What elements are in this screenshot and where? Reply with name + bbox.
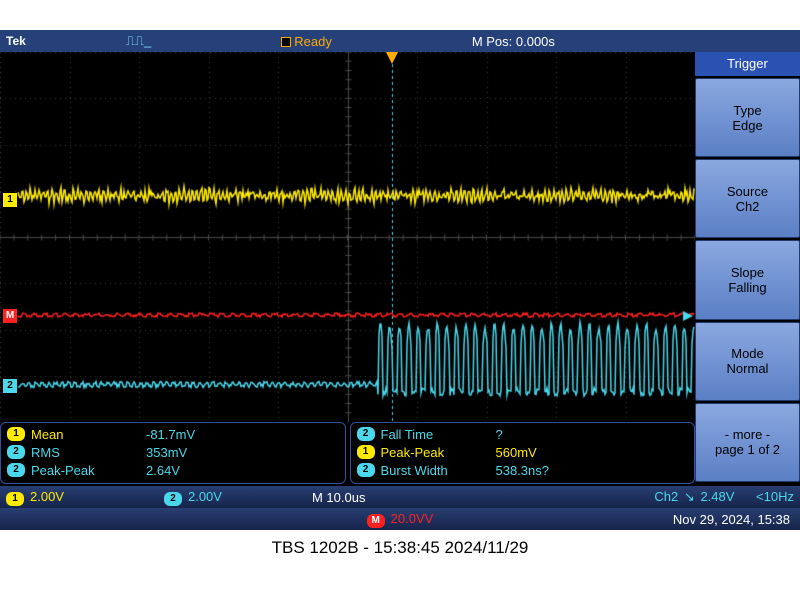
datetime: Nov 29, 2024, 15:38 [673, 512, 790, 527]
measurement-value: -81.7mV [146, 427, 195, 442]
measurement-label: Mean [31, 427, 146, 442]
time-position: M Pos: 0.000s [472, 34, 555, 49]
btn-value: Falling [728, 280, 766, 295]
channel-badge: 2 [7, 445, 25, 459]
ch2-scale: 22.00V [164, 489, 222, 506]
math-scale: M20.0VV [367, 511, 434, 528]
measurement-label: Peak-Peak [381, 445, 496, 460]
measurement-row: 2 RMS353mV [7, 443, 339, 461]
channel-badge: 2 [357, 427, 375, 441]
measurement-panel-right: 2 Fall Time? 1 Peak-Peak560mV 2 Burst Width53… [350, 422, 696, 484]
trigger-slope-button[interactable]: Slope Falling [695, 240, 800, 319]
btn-value: Normal [727, 361, 769, 376]
ch1-scale: 12.00V [6, 489, 64, 506]
channel-badge: 2 [7, 463, 25, 477]
trigger-mode-button[interactable]: Mode Normal [695, 322, 800, 401]
measurement-label: Burst Width [381, 463, 496, 478]
trigger-source-button[interactable]: Source Ch2 [695, 159, 800, 238]
btn-label: - more - [725, 427, 771, 442]
trigger-more-button[interactable]: - more - page 1 of 2 [695, 403, 800, 482]
btn-label: Type [733, 103, 761, 118]
top-status-bar: Tek ⎍⎍_ Ready M Pos: 0.000s [0, 30, 800, 52]
measurement-row: 2 Burst Width538.3ns? [357, 461, 689, 479]
ch2-ground-marker: 2 [3, 379, 17, 393]
waveform-display: 1 M 2 [0, 52, 695, 422]
btn-label: Mode [731, 346, 764, 361]
screenshot-caption: TBS 1202B - 15:38:45 2024/11/29 [0, 538, 800, 558]
channel-badge: 1 [7, 427, 25, 441]
bottom-status-bars: 12.00V 22.00V M 10.0us Ch2 ↘ 2.48V <10Hz… [0, 486, 800, 530]
measurement-value: ? [496, 427, 503, 442]
measurement-panels: 1Mean-81.7mV2RMS353mV2Peak-Peak2.64V 2Fa… [0, 422, 695, 484]
trigger-position-marker [386, 52, 398, 64]
acquisition-status: Ready [281, 34, 332, 49]
btn-value: Edge [732, 118, 762, 133]
measurement-label: RMS [31, 445, 146, 460]
measurement-row: 2 Peak-Peak2.64V [7, 461, 339, 479]
math-bar: M20.0VV Nov 29, 2024, 15:38 [0, 508, 800, 530]
measurement-row: 1 Mean-81.7mV [7, 425, 339, 443]
channel-badge: 1 [357, 445, 375, 459]
scale-bar: 12.00V 22.00V M 10.0us Ch2 ↘ 2.48V <10Hz [0, 486, 800, 508]
measurement-row: 2 Fall Time? [357, 425, 689, 443]
channel-badge: 2 [357, 463, 375, 477]
measurement-value: 2.64V [146, 463, 180, 478]
btn-value: page 1 of 2 [715, 442, 780, 457]
btn-value: Ch2 [736, 199, 760, 214]
ch1-ground-marker: 1 [3, 193, 17, 207]
trigger-menu: Trigger Type Edge Source Ch2 Slope Falli… [695, 52, 800, 482]
math-ground-marker: M [3, 309, 17, 323]
measurement-value: 353mV [146, 445, 187, 460]
measurement-row: 1 Peak-Peak560mV [357, 443, 689, 461]
measurement-value: 538.3ns? [496, 463, 550, 478]
btn-label: Source [727, 184, 768, 199]
measurement-panel-left: 1 Mean-81.7mV 2 RMS353mV 2 Peak-Peak2.64V [0, 422, 346, 484]
btn-label: Slope [731, 265, 764, 280]
oscilloscope-screen: Tek ⎍⎍_ Ready M Pos: 0.000s 1 M 2 Trigge… [0, 30, 800, 530]
trigger-menu-title: Trigger [695, 52, 800, 76]
brand-logo: Tek [6, 34, 26, 48]
pulse-icon: ⎍⎍_ [126, 33, 151, 49]
waveform-canvas [0, 52, 695, 422]
measurement-value: 560mV [496, 445, 537, 460]
trigger-type-button[interactable]: Type Edge [695, 78, 800, 157]
timebase: M 10.0us [312, 490, 365, 505]
measurement-label: Peak-Peak [31, 463, 146, 478]
trigger-readout: Ch2 ↘ 2.48V <10Hz [654, 489, 794, 505]
measurement-label: Fall Time [381, 427, 496, 442]
